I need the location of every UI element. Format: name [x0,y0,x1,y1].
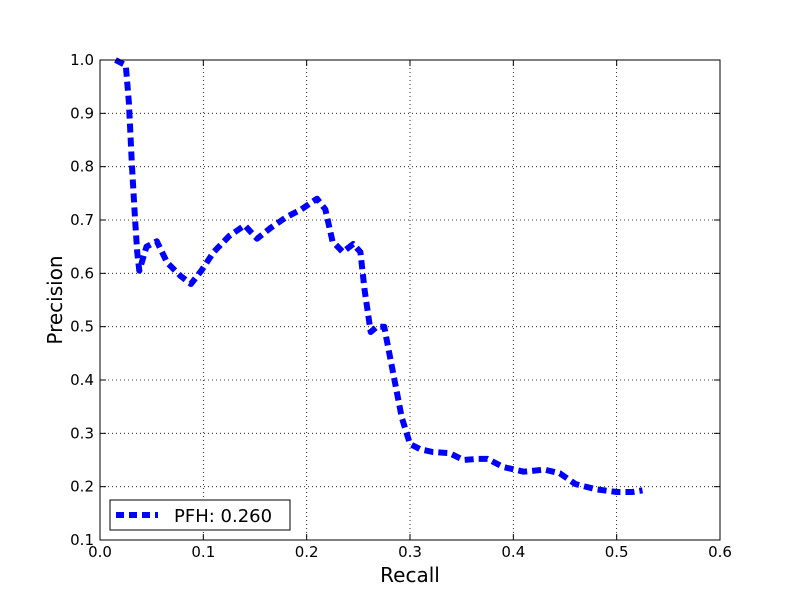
x-tick-label: 0.0 [88,543,112,561]
legend-label: PFH: 0.260 [174,506,272,527]
y-tick-label: 0.9 [70,104,94,122]
y-tick-label: 0.7 [70,211,94,229]
x-tick-label: 0.4 [501,543,525,561]
y-tick-label: 0.8 [70,158,94,176]
x-tick-labels: 0.0 0.1 0.2 0.3 0.4 0.5 0.6 [88,543,732,561]
x-tick-label: 0.2 [295,543,319,561]
x-tick-label: 0.6 [708,543,732,561]
x-tick-label: 0.5 [605,543,629,561]
y-tick-label: 0.4 [70,371,94,389]
y-tick-label: 0.5 [70,318,94,336]
y-tick-label: 1.0 [70,51,94,69]
grid-lines [100,60,720,540]
y-tick-label: 0.3 [70,424,94,442]
x-tick-label: 0.1 [191,543,215,561]
axis-ticks [99,59,721,541]
y-tick-label: 0.2 [70,478,94,496]
x-tick-label: 0.3 [398,543,422,561]
legend-box [109,499,291,531]
y-tick-label: 0.6 [70,264,94,282]
y-tick-label: 0.1 [70,531,94,549]
x-axis-label: Recall [380,563,440,587]
legend: PFH: 0.260 [109,499,291,531]
series-layer [114,57,643,495]
y-tick-labels: 0.1 0.2 0.3 0.4 0.5 0.6 0.7 0.8 0.9 1.0 [70,51,94,549]
series-line-pfh [114,57,643,495]
y-axis-label: Precision [43,255,67,344]
